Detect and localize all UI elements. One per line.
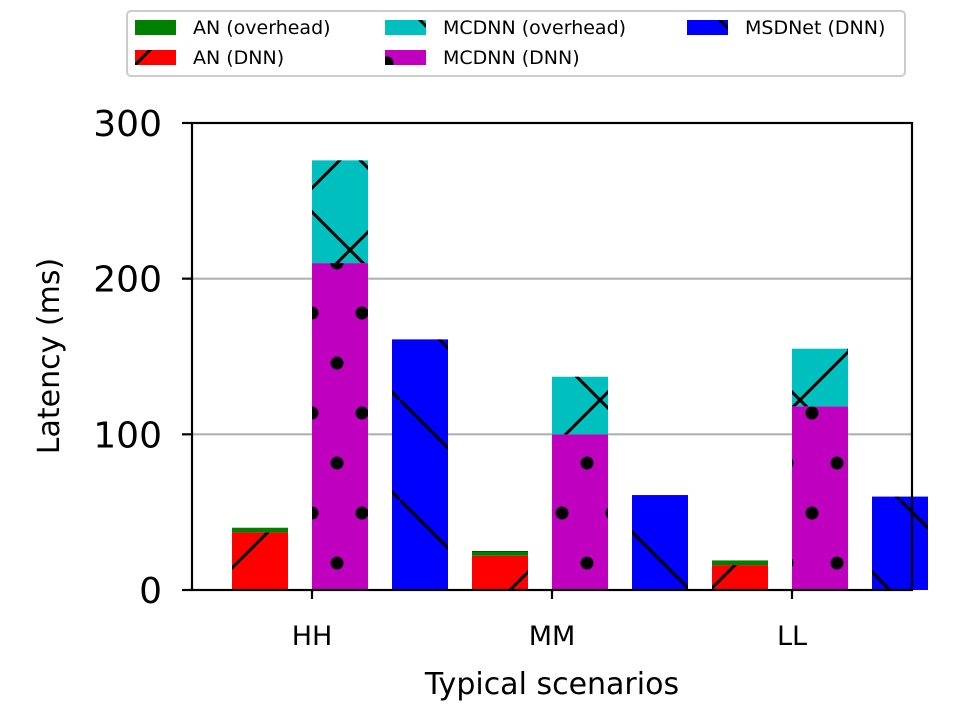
x-tick-label-mm: MM — [529, 621, 576, 652]
bar-mcdnn-dnn-mm-hatch — [552, 434, 608, 590]
legend-an-overhead-label: AN (overhead) — [193, 17, 331, 39]
x-tick-label-ll: LL — [777, 621, 807, 652]
legend-mcdnn-overhead-swatch-hatch — [385, 20, 426, 35]
axes: HH MM LL 0 100 200 300 — [93, 104, 914, 652]
legend-msdnet-dnn-swatch-hatch — [687, 20, 728, 35]
y-tick-label-200: 200 — [93, 260, 162, 301]
bar-an-dnn-ll-hatch — [712, 565, 768, 590]
bar-msdnet-dnn-ll-hatch — [872, 496, 928, 590]
bar-an-overhead-mm-hatch — [472, 551, 528, 556]
bar-msdnet-dnn-mm-hatch — [632, 495, 688, 590]
legend-an-dnn-label: AN (DNN) — [193, 47, 284, 69]
bar-mcdnn-overhead-hh-hatch — [312, 160, 368, 264]
bar-mcdnn-overhead-ll-hatch — [792, 348, 848, 407]
bar-mcdnn-dnn-ll-hatch — [792, 406, 848, 590]
legend-mcdnn-dnn-swatch-hatch — [385, 50, 426, 65]
bar-an-dnn-mm-hatch — [472, 555, 528, 590]
bar-mcdnn-overhead-mm-hatch — [552, 376, 608, 435]
legend-an-dnn-swatch-hatch — [135, 50, 176, 65]
bar-an-overhead-ll-hatch — [712, 560, 768, 566]
y-tick-label-300: 300 — [93, 104, 162, 145]
bar-msdnet-dnn-hh-hatch — [392, 339, 448, 590]
legend-mcdnn-overhead-label: MCDNN (overhead) — [443, 17, 626, 39]
y-axis-label: Latency (ms) — [32, 258, 67, 454]
legend-an-overhead-swatch-hatch — [135, 20, 176, 35]
x-tick-label-hh: HH — [292, 621, 333, 652]
x-axis-label: Typical scenarios — [424, 667, 679, 702]
y-tick-label-0: 0 — [139, 571, 162, 612]
bar-mcdnn-dnn-hh-hatch — [312, 263, 368, 590]
y-tick-label-100: 100 — [93, 415, 162, 456]
bar-an-dnn-hh-hatch — [232, 532, 288, 590]
legend: AN (overhead) AN (DNN) MCDNN (overhead) MCD… — [126, 10, 906, 77]
legend-mcdnn-dnn-label: MCDNN (DNN) — [443, 47, 580, 69]
bar-an-overhead-hh-hatch — [232, 527, 288, 533]
bars — [232, 160, 928, 590]
legend-msdnet-dnn-label: MSDNet (DNN) — [745, 17, 885, 39]
plot-frame — [190, 121, 914, 592]
